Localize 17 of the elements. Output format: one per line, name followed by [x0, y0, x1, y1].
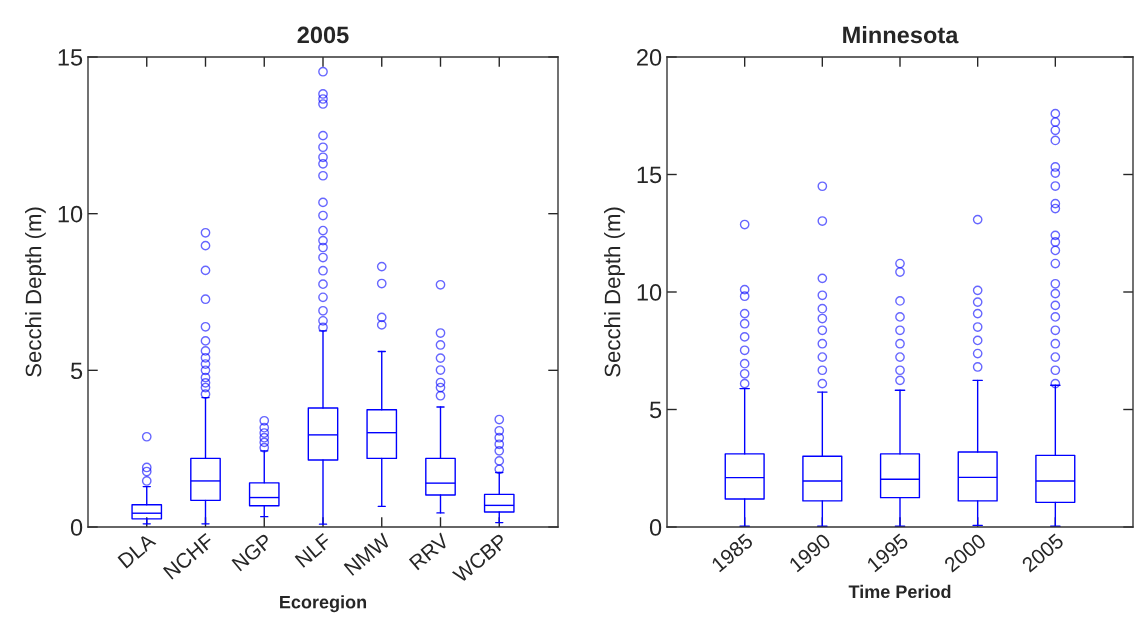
y-tick-label: 0: [649, 519, 662, 536]
y-tick-label: 10: [637, 284, 662, 301]
y-tick-label: 0: [70, 519, 83, 536]
chart-title: 2005: [297, 26, 349, 44]
y-tick-label: 15: [637, 166, 662, 184]
y-axis-title: Secchi Depth (m): [25, 207, 46, 377]
x-axis-title: Time Period: [848, 584, 951, 599]
y-tick-label: 5: [70, 362, 83, 380]
x-axis-title: Ecoregion: [280, 595, 367, 613]
y-tick-label: 20: [637, 49, 662, 66]
x-tick-label: NLF: [294, 532, 333, 568]
y-tick-label: 15: [58, 49, 83, 66]
y-tick-label: 5: [649, 401, 662, 419]
chart-title: Minnesota: [843, 26, 959, 44]
y-axis-title: Secchi Depth (m): [604, 207, 625, 377]
y-tick-label: 10: [58, 205, 83, 223]
x-tick-label: DLA: [117, 532, 157, 569]
